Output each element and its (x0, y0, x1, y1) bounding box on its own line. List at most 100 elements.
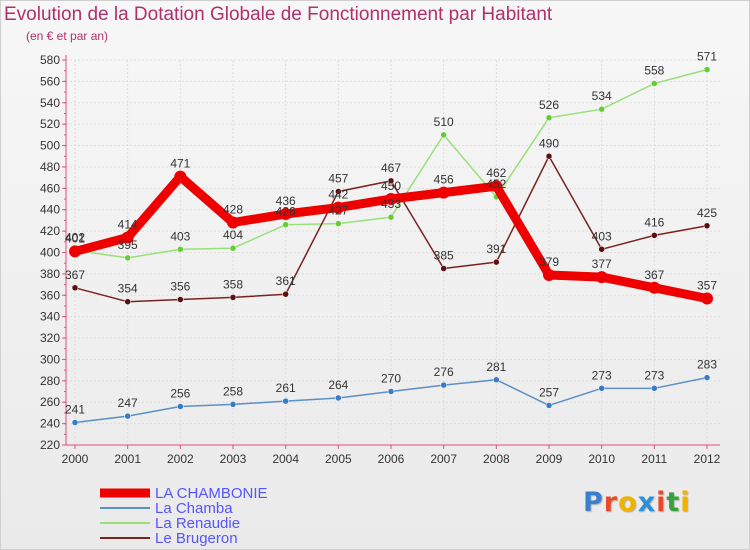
y-tick-label: 260 (40, 395, 60, 409)
data-label-la-chamba: 258 (223, 384, 243, 398)
data-point-la-chamba (124, 412, 131, 420)
data-point-le-brugeron (387, 177, 395, 185)
data-label-la-renaudie: 510 (434, 115, 454, 129)
proxiti-logo: Proxiti (583, 487, 691, 518)
y-tick-label: 360 (40, 288, 60, 302)
data-point-la-chambonie (701, 292, 713, 305)
data-point-la-chamba (71, 419, 79, 426)
y-tick-label: 580 (40, 53, 60, 67)
data-point-la-renaudie (124, 254, 131, 262)
data-point-la-renaudie (651, 80, 658, 87)
data-point-la-chamba (493, 376, 500, 384)
data-point-la-chamba (651, 385, 658, 392)
data-label-la-chamba: 273 (592, 368, 612, 382)
data-point-la-chamba (335, 394, 342, 402)
data-label-le-brugeron: 457 (328, 172, 348, 186)
data-label-la-chambonie: 450 (381, 179, 401, 193)
data-label-la-chamba: 241 (65, 403, 85, 417)
y-tick-label: 240 (40, 417, 60, 431)
x-tick-label: 2003 (220, 452, 247, 466)
x-tick-label: 2000 (62, 452, 89, 466)
data-label-le-brugeron: 385 (434, 249, 454, 263)
data-label-le-brugeron: 467 (381, 161, 401, 175)
data-point-le-brugeron (493, 258, 500, 266)
logo-letter: i (680, 487, 691, 518)
logo-letter: r (603, 487, 619, 518)
data-label-le-brugeron: 361 (276, 274, 296, 288)
y-tick-label: 440 (40, 203, 60, 217)
data-point-la-renaudie (703, 66, 711, 73)
data-label-le-brugeron: 403 (592, 229, 612, 243)
legend-label: Le Brugeron (155, 530, 238, 547)
data-point-le-brugeron (440, 265, 447, 272)
data-label-la-renaudie: 395 (118, 238, 138, 252)
data-label-le-brugeron: 358 (223, 277, 243, 291)
data-label-la-chambonie: 414 (118, 218, 138, 232)
x-tick-label: 2009 (536, 452, 563, 466)
data-point-la-renaudie (282, 221, 289, 228)
x-tick-label: 2001 (114, 452, 141, 466)
data-point-le-brugeron (598, 246, 605, 253)
y-tick-label: 320 (40, 331, 60, 345)
logo-letter: P (583, 487, 604, 518)
chart-subtitle: (en € et par an) (26, 29, 109, 43)
data-label-la-chamba: 270 (381, 372, 401, 386)
y-tick-label: 380 (40, 267, 60, 281)
data-point-la-chambonie (543, 268, 555, 281)
y-tick-label: 500 (40, 139, 60, 153)
data-label-la-chamba: 256 (170, 387, 190, 401)
data-point-la-renaudie (335, 220, 342, 227)
data-label-la-renaudie: 558 (644, 64, 664, 78)
data-point-la-chambonie (121, 231, 134, 244)
series (69, 66, 713, 426)
data-point-la-chamba (703, 374, 711, 381)
chart-title: Evolution de la Dotation Globale de Fonc… (4, 4, 553, 25)
data-label-la-renaudie: 403 (170, 229, 190, 243)
data-label-la-chambonie: 377 (592, 257, 612, 271)
data-label-le-brugeron: 425 (697, 206, 717, 220)
data-label-la-chamba: 261 (276, 381, 296, 395)
data-label-la-renaudie: 452 (486, 177, 506, 191)
data-label-la-chambonie: 357 (697, 278, 717, 292)
y-tick-label: 560 (40, 74, 60, 88)
logo-letter: i (656, 487, 667, 518)
data-point-le-brugeron (229, 294, 237, 301)
y-tick-label: 300 (40, 352, 60, 366)
data-label-la-renaudie: 526 (539, 98, 559, 112)
legend-label: La Renaudie (155, 515, 240, 532)
data-point-la-chambonie (174, 170, 187, 183)
y-tick-label: 520 (40, 117, 60, 131)
x-tick-label: 2007 (430, 452, 457, 466)
data-label-le-brugeron: 356 (170, 280, 190, 294)
x-tick-label: 2004 (272, 452, 299, 466)
data-point-la-chamba (229, 401, 237, 408)
axes: 220 240 260 280 300 320 340 360 380 400 420 440 460 4… (40, 53, 721, 466)
data-point-le-brugeron (282, 290, 289, 298)
data-label-la-chambonie: 428 (223, 203, 243, 217)
data-point-la-chambonie (385, 193, 397, 206)
y-tick-label: 540 (40, 96, 60, 110)
x-tick-label: 2006 (378, 452, 405, 466)
data-label-la-renaudie: 426 (276, 205, 296, 219)
data-label-la-chamba: 273 (644, 368, 664, 382)
data-label-la-chamba: 281 (486, 360, 506, 374)
y-tick-label: 340 (40, 310, 60, 324)
y-tick-label: 480 (40, 160, 60, 174)
data-label-la-chambonie: 462 (486, 166, 506, 180)
data-label-la-chambonie: 456 (434, 173, 454, 187)
data-point-la-chambonie (437, 186, 450, 199)
data-point-le-brugeron (651, 232, 658, 239)
data-point-la-chamba (177, 403, 184, 410)
logo-letter: x (637, 487, 657, 518)
data-label-la-renaudie: 433 (381, 197, 401, 211)
data-label-la-renaudie: 427 (328, 204, 348, 218)
data-label-la-renaudie: 534 (592, 89, 612, 103)
data-label-le-brugeron: 391 (486, 242, 506, 256)
data-point-le-brugeron (335, 188, 342, 195)
data-point-la-chambonie (595, 271, 608, 284)
data-label-la-chambonie: 367 (644, 268, 664, 282)
data-label-le-brugeron: 416 (644, 215, 664, 229)
data-point-la-chambonie (332, 201, 345, 214)
x-tick-label: 2010 (588, 452, 615, 466)
